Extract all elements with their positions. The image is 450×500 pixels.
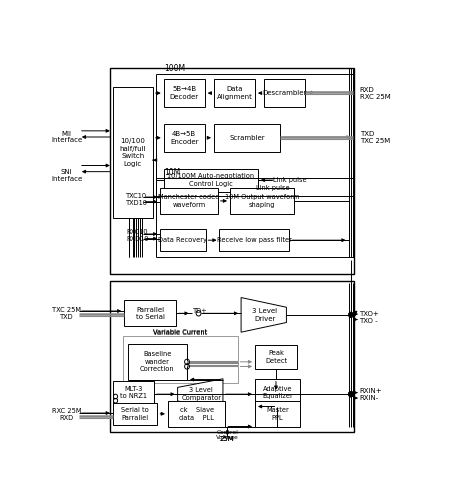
Text: 10M Output waveform
shaping: 10M Output waveform shaping [225,194,299,207]
Circle shape [348,392,353,397]
Bar [110,68,355,274]
Text: RXD
RXC 25M: RXD RXC 25M [360,86,391,100]
Text: 4B→5B
Encoder: 4B→5B Encoder [170,131,198,144]
Text: Data Recovery: Data Recovery [158,237,207,243]
Text: Receive low pass filter: Receive low pass filter [217,237,292,243]
Bar [160,229,206,252]
Text: Control
Voltage: Control Voltage [216,430,238,440]
Text: TXC 25M
TXD: TXC 25M TXD [52,307,81,320]
Text: TXC10
TXD10: TXC10 TXD10 [126,193,148,206]
Circle shape [348,392,353,397]
Text: TXO+
TXO -: TXO+ TXO - [359,312,379,324]
Text: TD+: TD+ [193,308,207,314]
Bar [214,124,280,152]
Bar [255,379,301,406]
Bar [214,80,255,107]
Text: Variable Current: Variable Current [153,330,207,336]
Text: Manchester coded
waveform: Manchester coded waveform [158,194,220,207]
Text: Descrambler: Descrambler [262,90,307,96]
Bar [128,344,187,380]
Polygon shape [178,379,223,410]
Text: Peak
Detect: Peak Detect [265,350,287,364]
Bar [255,345,297,369]
Bar [113,402,158,425]
Text: RXIN+
RXIN-: RXIN+ RXIN- [359,388,382,402]
Text: Parrallel
to Serial: Parrallel to Serial [135,306,165,320]
Text: 5B→4B
Decoder: 5B→4B Decoder [170,86,199,100]
Bar [230,188,294,214]
Text: 3 Level
Driver: 3 Level Driver [252,308,277,322]
Text: TXD
TXC 25M: TXD TXC 25M [360,132,390,144]
Text: Link pulse: Link pulse [256,185,289,191]
Text: SNI
Interface: SNI Interface [51,169,82,182]
Bar [160,188,218,214]
Bar [164,80,205,107]
Bar [164,124,205,152]
Text: Scrambler: Scrambler [229,135,265,141]
Bar [110,282,355,432]
Bar [264,80,305,107]
Text: Variable Current: Variable Current [153,328,207,334]
Bar [113,87,153,218]
Text: Link pulse: Link pulse [273,177,307,183]
Text: Data
Alignment: Data Alignment [216,86,252,100]
Text: MII
Interface: MII Interface [51,130,82,143]
Text: 10/100
half/full
Switch
Logic: 10/100 half/full Switch Logic [120,138,146,166]
Text: ck    Slave
data    PLL: ck Slave data PLL [179,408,214,421]
Text: 10M: 10M [164,168,180,176]
Text: 25M: 25M [220,436,234,442]
Circle shape [348,312,353,318]
Text: MLT-3
to NRZ1: MLT-3 to NRZ1 [120,386,147,400]
Text: 10/100M Auto-negotiation
Control Logic: 10/100M Auto-negotiation Control Logic [167,174,254,187]
Bar [124,300,176,326]
Bar [164,168,258,192]
Text: Baseline
wander
Correction: Baseline wander Correction [140,352,175,372]
Bar [122,336,238,384]
Text: 100M: 100M [164,64,185,73]
Polygon shape [241,298,287,332]
Text: RXC 25M
RXD: RXC 25M RXD [52,408,81,420]
Bar [255,402,300,426]
Text: Adaptive
Equalizer: Adaptive Equalizer [262,386,293,400]
Text: Serial to
Parrallel: Serial to Parrallel [121,407,149,420]
Text: 3 Level
Comparator: 3 Level Comparator [181,388,221,401]
Text: RXC10
RXD10: RXC10 RXD10 [126,230,148,242]
Text: Master
PPL: Master PPL [266,408,289,421]
Bar [168,402,225,426]
Bar [220,229,289,252]
Text: 25M: 25M [220,436,234,442]
Bar [113,382,154,404]
